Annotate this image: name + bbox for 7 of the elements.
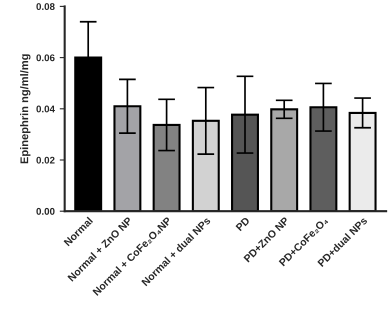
y-tick-label: 0.04 — [36, 106, 55, 112]
x-tick-label: PD — [236, 216, 250, 232]
y-axis-title: Epinephrin ng/ml/mg — [20, 54, 30, 164]
y-tick-label: 0.00 — [36, 208, 55, 215]
y-tick-label: 0.08 — [36, 3, 55, 10]
y-tick-label: 0.02 — [36, 156, 55, 164]
y-tick-label: 0.06 — [36, 54, 55, 62]
